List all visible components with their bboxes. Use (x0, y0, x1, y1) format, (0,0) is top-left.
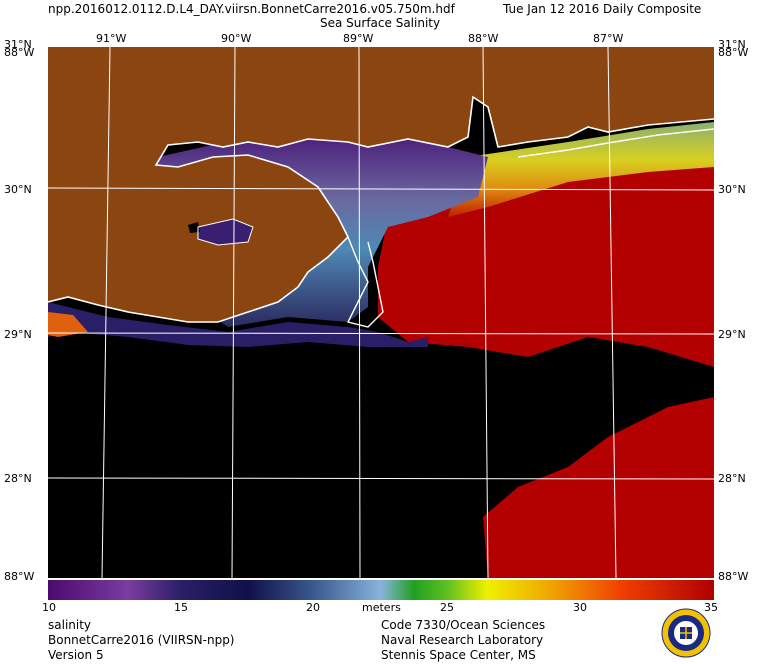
date-label: Tue Jan 12 2016 Daily Composite (503, 2, 702, 16)
colorbar-tick-25: 25 (440, 601, 454, 614)
footer-variable: salinity (48, 618, 92, 632)
lat-label-29n-right: 29°N (718, 328, 746, 341)
file-name: npp.2016012.0112.D.L4_DAY.viirsn.BonnetC… (48, 2, 455, 16)
graticule (48, 47, 714, 578)
colorbar-tick-20: 20 (306, 601, 320, 614)
corner-label-tl-lat: 31°N (4, 38, 32, 51)
lon-label-87w: 87°W (593, 32, 624, 45)
lake-small (188, 222, 200, 233)
barrier-islands (517, 128, 714, 158)
corner-label-tr-lon: 88°W (718, 46, 749, 59)
footer-lab: Naval Research Laboratory (381, 633, 544, 647)
colorbar-gradient (48, 580, 714, 600)
lon-label-88w: 88°W (468, 32, 499, 45)
colorbar-tick-10: 10 (42, 601, 56, 614)
grid-lon-89w (358, 47, 361, 578)
lat-label-30n-right: 30°N (718, 183, 746, 196)
product-title: Sea Surface Salinity (320, 16, 441, 30)
lon-label-91w: 91°W (96, 32, 127, 45)
corner-label-tl-lon: 88°W (4, 46, 35, 59)
colorbar-tick-15: 15 (174, 601, 188, 614)
lake (198, 219, 253, 245)
grid-lon-90w (231, 47, 236, 578)
coastal-band-south (48, 302, 428, 347)
grid-lon-88w (482, 47, 489, 578)
lon-label-89w: 89°W (343, 32, 374, 45)
colorbar-tick-35: 35 (704, 601, 718, 614)
land-mass (48, 47, 714, 322)
lat-label-30n-left: 30°N (4, 183, 32, 196)
corner-label-bl-lon: 88°W (4, 570, 35, 583)
grid-lat-28n (48, 477, 714, 480)
footer-version: Version 5 (48, 648, 104, 662)
salinity-map (48, 47, 714, 578)
high-salinity-patch-south (488, 427, 714, 578)
footer-location: Stennis Space Center, MS (381, 648, 536, 662)
footer-region: BonnetCarre2016 (VIIRSN-npp) (48, 633, 235, 647)
lat-label-28n-left: 28°N (4, 472, 32, 485)
colorbar-tick-30: 30 (573, 601, 587, 614)
salinity-colorbar (48, 580, 714, 600)
plume-orange-west (48, 312, 88, 337)
mississippi-delta-outline (346, 236, 384, 328)
lat-label-29n-left: 29°N (4, 328, 32, 341)
colorbar-unit: meters (362, 601, 401, 614)
grid-lon-87w (607, 47, 617, 578)
corner-label-tr-lat: 31°N (718, 38, 746, 51)
coastal-band-east (448, 122, 714, 217)
navy-seal-icon (661, 608, 711, 658)
lat-label-28n-right: 28°N (718, 472, 746, 485)
grid-lat-29n (48, 332, 714, 335)
footer-code: Code 7330/Ocean Sciences (381, 618, 546, 632)
grid-lon-91w (101, 47, 111, 578)
grid-lat-30n (48, 187, 714, 191)
lon-label-90w: 90°W (221, 32, 252, 45)
lake-outline (197, 218, 254, 246)
corner-label-br-lon: 88°W (718, 570, 749, 583)
